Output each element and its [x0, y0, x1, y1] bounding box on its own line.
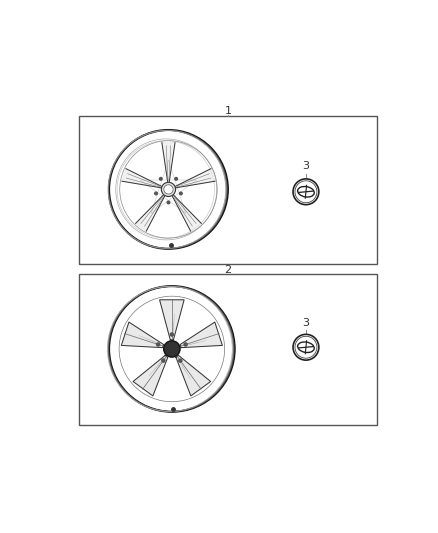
- Bar: [78, 274, 377, 425]
- Polygon shape: [133, 356, 168, 396]
- Polygon shape: [121, 322, 163, 348]
- Circle shape: [156, 343, 160, 346]
- Polygon shape: [122, 168, 161, 188]
- Circle shape: [184, 343, 187, 346]
- Circle shape: [170, 333, 173, 336]
- Polygon shape: [159, 300, 184, 340]
- Circle shape: [175, 177, 177, 180]
- Polygon shape: [176, 356, 211, 396]
- Ellipse shape: [164, 341, 180, 357]
- Bar: [78, 116, 377, 264]
- Polygon shape: [176, 168, 215, 188]
- Circle shape: [179, 359, 182, 362]
- Text: 1: 1: [224, 106, 231, 116]
- Circle shape: [293, 179, 319, 205]
- Polygon shape: [173, 195, 201, 231]
- Circle shape: [167, 201, 170, 204]
- Text: 3: 3: [303, 161, 309, 172]
- Ellipse shape: [164, 185, 173, 194]
- Text: 2: 2: [224, 265, 231, 275]
- Polygon shape: [136, 195, 165, 231]
- Polygon shape: [162, 143, 175, 182]
- Circle shape: [159, 177, 162, 180]
- Ellipse shape: [161, 182, 176, 197]
- Circle shape: [155, 192, 157, 195]
- Circle shape: [162, 359, 165, 362]
- Text: 3: 3: [303, 318, 309, 328]
- Circle shape: [293, 334, 319, 360]
- Polygon shape: [180, 322, 223, 348]
- Circle shape: [180, 192, 182, 195]
